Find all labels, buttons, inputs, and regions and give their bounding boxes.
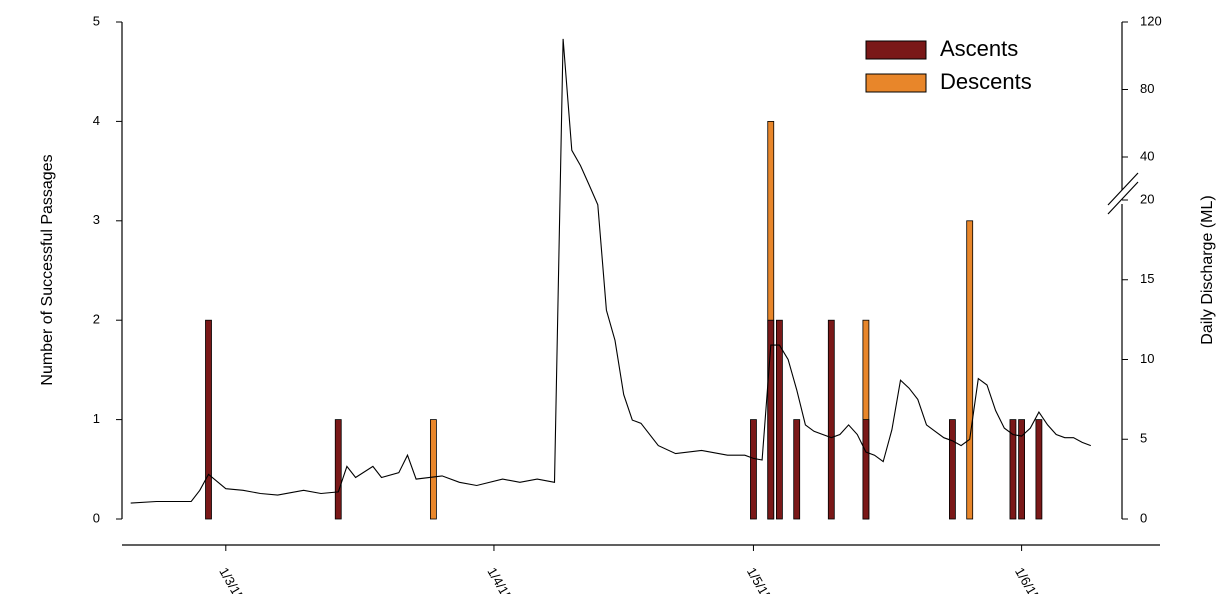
y2-tick-label: 0 xyxy=(1140,510,1147,525)
discharge-line xyxy=(130,38,1091,504)
bar xyxy=(1018,419,1025,520)
bar xyxy=(429,419,437,520)
y-tick-label: 0 xyxy=(93,510,100,525)
bar xyxy=(767,319,775,520)
y2-tick-label: 20 xyxy=(1140,191,1154,206)
legend-swatch xyxy=(865,73,927,93)
axis-break xyxy=(1107,181,1139,215)
y2-tick-label: 80 xyxy=(1140,81,1154,96)
y2-tick-label: 15 xyxy=(1140,271,1154,286)
bar xyxy=(750,419,757,520)
y-tick-label: 5 xyxy=(93,13,100,28)
x-tick-label: 1/6/15 xyxy=(1012,565,1043,594)
y2-axis-label: Daily Discharge (ML) xyxy=(1199,195,1216,344)
y-axis-label: Number of Successful Passages xyxy=(39,154,56,385)
bar xyxy=(827,319,835,520)
bar xyxy=(334,419,342,520)
y2-tick-label: 5 xyxy=(1140,431,1147,446)
bar xyxy=(1035,419,1043,520)
y2-tick-label: 120 xyxy=(1140,13,1162,28)
bar xyxy=(966,220,974,520)
y-tick-label: 2 xyxy=(93,312,100,327)
bar xyxy=(1009,419,1017,520)
x-tick-label: 1/3/15 xyxy=(216,565,247,594)
axis-break xyxy=(1107,172,1139,206)
legend-swatch xyxy=(865,40,927,60)
bar xyxy=(205,319,212,520)
legend-label: Descents xyxy=(940,69,1032,94)
y-tick-label: 4 xyxy=(93,113,100,128)
bar xyxy=(793,419,801,520)
y2-tick-label: 10 xyxy=(1140,351,1154,366)
bar xyxy=(776,319,783,520)
x-tick-label: 1/5/15 xyxy=(744,565,775,594)
legend-label: Ascents xyxy=(940,36,1018,61)
y-tick-label: 3 xyxy=(93,212,100,227)
x-tick-label: 1/4/15 xyxy=(484,565,515,594)
y-tick-label: 1 xyxy=(93,411,100,426)
bar xyxy=(949,419,956,520)
bar xyxy=(862,419,870,520)
y2-tick-label: 40 xyxy=(1140,148,1154,163)
